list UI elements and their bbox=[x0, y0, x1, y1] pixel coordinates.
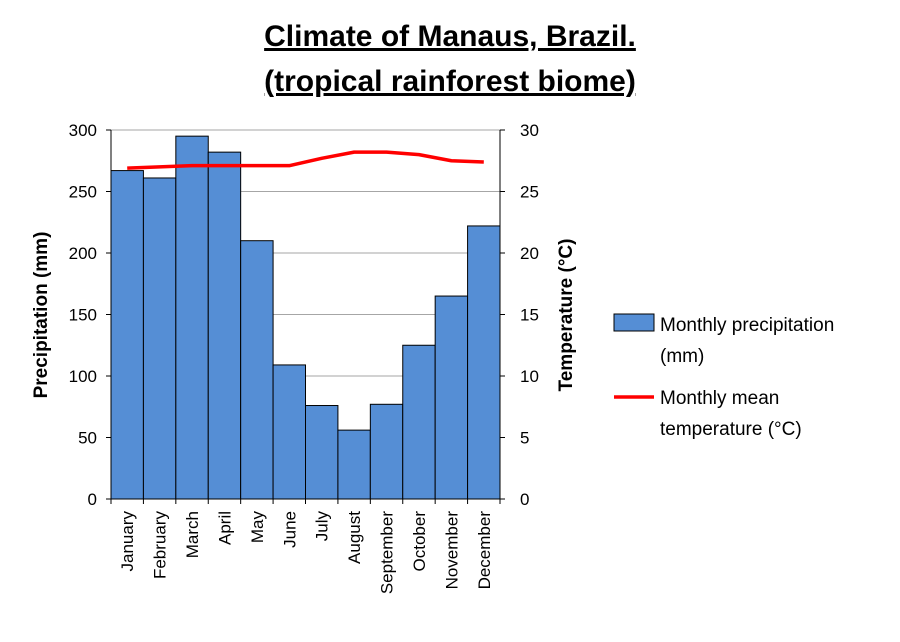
precipitation-bar-november bbox=[434, 295, 469, 500]
right-tick-label: 5 bbox=[520, 429, 529, 448]
y2-axis-title: Temperature (°C) bbox=[556, 239, 577, 392]
x-tick-label-august: August bbox=[345, 511, 364, 564]
legend: Monthly precipitation (mm) Monthly mean … bbox=[613, 313, 834, 440]
precipitation-bar-march bbox=[175, 135, 209, 500]
left-axis-ticks: 0 50 100 150 200 250 300 bbox=[69, 121, 111, 509]
legend-temperature-label-line-2: temperature (°C) bbox=[660, 419, 802, 440]
x-tick-label-january: January bbox=[118, 511, 137, 572]
precipitation-bar-october bbox=[402, 344, 436, 500]
right-tick-label: 10 bbox=[520, 367, 539, 386]
x-axis-category-labels: January February March April May June July Augu… bbox=[110, 499, 501, 594]
x-tick-label-february: February bbox=[151, 511, 170, 580]
temperature-line-group bbox=[127, 150, 484, 170]
x-tick-label-december: December bbox=[475, 511, 494, 590]
x-tick-label-may: May bbox=[248, 511, 267, 544]
right-tick-label: 0 bbox=[520, 490, 529, 509]
legend-precipitation-label-line-2: (mm) bbox=[660, 346, 704, 367]
y-axis-title: Precipitation (mm) bbox=[31, 232, 52, 399]
precipitation-bars bbox=[110, 135, 501, 500]
chart-title-line-1: Climate of Manaus, Brazil. bbox=[264, 20, 636, 53]
legend-temperature-label-line-1: Monthly mean bbox=[660, 388, 779, 409]
left-tick-label: 250 bbox=[69, 183, 97, 202]
precipitation-bar-august bbox=[337, 429, 371, 500]
precipitation-bar-may bbox=[240, 240, 274, 500]
right-tick-label: 15 bbox=[520, 306, 539, 325]
left-tick-label: 300 bbox=[69, 121, 97, 140]
x-tick-label-april: April bbox=[215, 511, 234, 545]
x-tick-label-june: June bbox=[280, 511, 299, 548]
precipitation-bar-june bbox=[272, 364, 307, 500]
x-tick-label-november: November bbox=[442, 511, 461, 590]
right-axis-ticks: 0 5 10 15 20 25 30 bbox=[500, 121, 539, 509]
x-tick-label-september: September bbox=[378, 511, 397, 594]
left-tick-label: 50 bbox=[78, 429, 97, 448]
chart-title-line-2: (tropical rainforest biome) bbox=[264, 65, 636, 98]
temperature-line bbox=[127, 150, 484, 170]
left-tick-label: 150 bbox=[69, 306, 97, 325]
legend-precipitation-label-line-1: Monthly precipitation bbox=[660, 315, 834, 336]
right-tick-label: 25 bbox=[520, 183, 539, 202]
x-tick-label-october: October bbox=[410, 511, 429, 572]
x-tick-label-july: July bbox=[313, 511, 332, 542]
precipitation-bar-july bbox=[305, 405, 339, 500]
legend-precipitation-swatch bbox=[613, 313, 655, 332]
right-tick-label: 30 bbox=[520, 121, 539, 140]
left-tick-label: 200 bbox=[69, 244, 97, 263]
precipitation-bar-january bbox=[110, 170, 144, 500]
precipitation-bar-april bbox=[207, 151, 242, 500]
precipitation-bar-february bbox=[142, 177, 177, 500]
left-tick-label: 0 bbox=[88, 490, 97, 509]
precipitation-bar-december bbox=[467, 225, 501, 500]
precipitation-bar-september bbox=[369, 403, 404, 500]
x-tick-label-march: March bbox=[183, 511, 202, 558]
right-tick-label: 20 bbox=[520, 244, 539, 263]
left-tick-label: 100 bbox=[69, 367, 97, 386]
